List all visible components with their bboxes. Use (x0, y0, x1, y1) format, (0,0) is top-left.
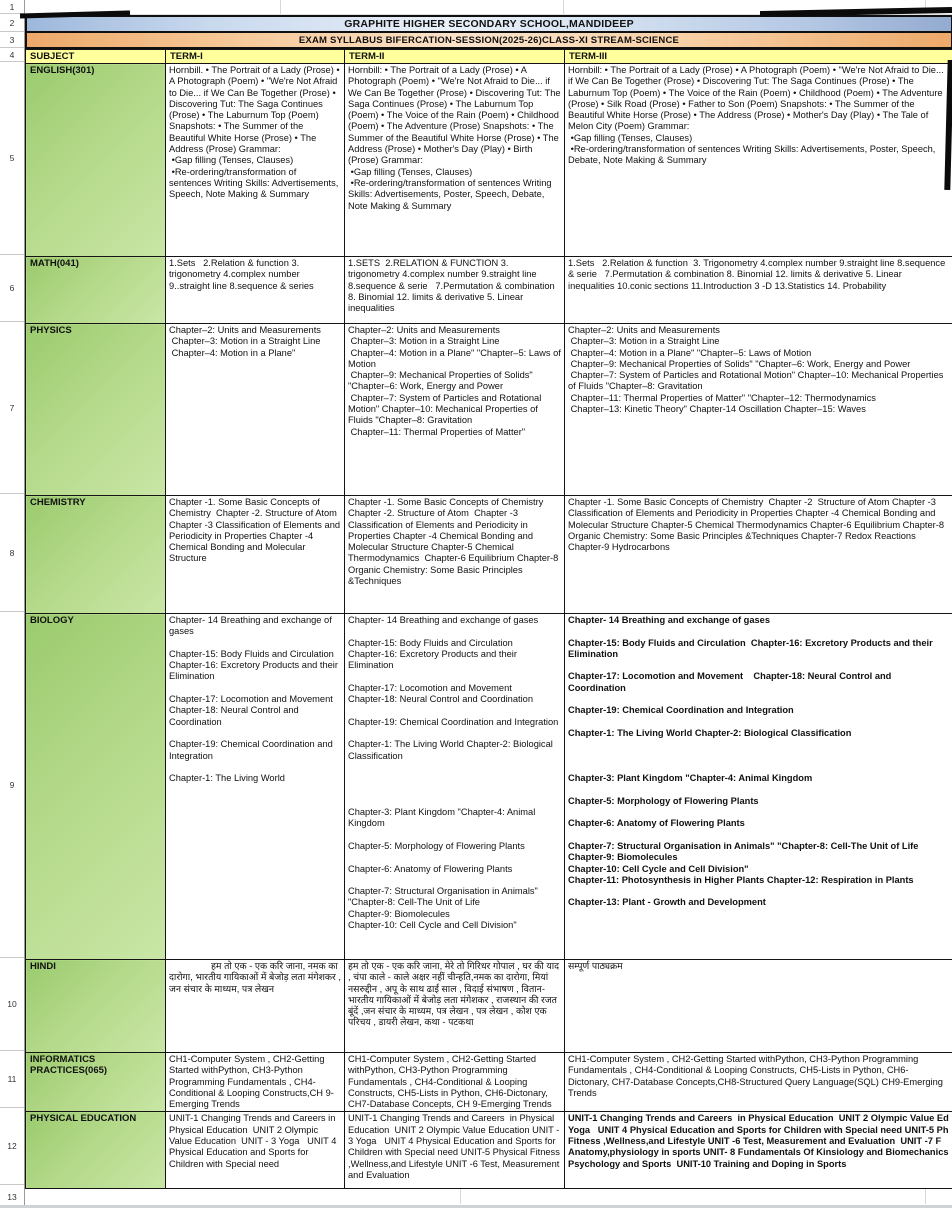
row-number-gutter: 1 2 3 4 5 6 7 8 9 10 11 12 13 (0, 0, 25, 1208)
cell-hindi-term2[interactable]: हम तो एक - एक करि जाना, मेरे तो गिरिधर ग… (344, 959, 565, 1053)
cell-hindi-term1[interactable]: हम तो एक - एक करि जाना, नमक का दारोगा, भ… (165, 959, 345, 1053)
subject-cell-physics[interactable]: PHYSICS (25, 323, 166, 496)
cell-english-term1[interactable]: Hornbill. • The Portrait of a Lady (Pros… (165, 63, 345, 257)
subject-cell-english[interactable]: ENGLISH(301) (25, 63, 166, 257)
subject-cell-chemistry[interactable]: CHEMISTRY (25, 495, 166, 614)
cell-chemistry-term1[interactable]: Chapter -1. Some Basic Concepts of Chemi… (165, 495, 345, 614)
gridline (280, 0, 281, 14)
cell-physical-education-term3[interactable]: UNIT-1 Changing Trends and Careers in Ph… (564, 1111, 952, 1190)
table-row-physical-education: PHYSICAL EDUCATION UNIT-1 Changing Trend… (25, 1111, 952, 1190)
header-row: SUBJECT TERM-I TERM-II TERM-III (25, 49, 952, 64)
exam-title-banner[interactable]: EXAM SYLLABUS BIFERCATION-SESSION(2025-2… (25, 33, 952, 49)
table-row-chemistry: CHEMISTRY Chapter -1. Some Basic Concept… (25, 495, 952, 614)
subject-cell-biology[interactable]: BIOLOGY (25, 613, 166, 960)
table-row-informatics: INFORMATICS PRACTICES(065) CH1-Computer … (25, 1051, 952, 1113)
header-term1[interactable]: TERM-I (165, 49, 345, 64)
subject-cell-hindi[interactable]: HINDI (25, 959, 166, 1053)
cell-biology-term3[interactable]: Chapter- 14 Breathing and exchange of ga… (564, 613, 952, 960)
cell-physical-education-term1[interactable]: UNIT-1 Changing Trends and Careers in Ph… (165, 1111, 345, 1190)
row-number[interactable]: 9 (0, 612, 24, 958)
cell-informatics-term1[interactable]: CH1-Computer System , CH2-Getting Starte… (165, 1051, 345, 1113)
cell-informatics-term3[interactable]: CH1-Computer System , CH2-Getting Starte… (564, 1051, 952, 1113)
cell-physics-term3[interactable]: Chapter–2: Units and Measurements Chapte… (564, 323, 952, 496)
cell-math-term1[interactable]: 1.Sets 2.Relation & function 3. trigonom… (165, 256, 345, 324)
cell-english-term2[interactable]: Hornbill: • The Portrait of a Lady (Pros… (344, 63, 565, 257)
row-number[interactable]: 11 (0, 1051, 24, 1108)
row-number[interactable]: 10 (0, 958, 24, 1051)
bottom-empty-area (0, 1189, 952, 1208)
subject-cell-math[interactable]: MATH(041) (25, 256, 166, 324)
table-row-biology: BIOLOGY Chapter- 14 Breathing and exchan… (25, 613, 952, 960)
cell-hindi-term3[interactable]: सम्पूर्ण पाठ्यक्रम (564, 959, 952, 1053)
cell-biology-term2[interactable]: Chapter- 14 Breathing and exchange of ga… (344, 613, 565, 960)
cell-physics-term1[interactable]: Chapter–2: Units and Measurements Chapte… (165, 323, 345, 496)
subject-cell-informatics[interactable]: INFORMATICS PRACTICES(065) (25, 1051, 166, 1113)
row-number[interactable]: 8 (0, 494, 24, 612)
cell-math-term3[interactable]: 1.Sets 2.Relation & function 3. Trigonom… (564, 256, 952, 324)
table-row-physics: PHYSICS Chapter–2: Units and Measurement… (25, 323, 952, 496)
row-number[interactable]: 1 (0, 0, 24, 14)
table-row-math: MATH(041) 1.Sets 2.Relation & function 3… (25, 256, 952, 324)
subject-cell-physical-education[interactable]: PHYSICAL EDUCATION (25, 1111, 166, 1190)
row-number[interactable]: 13 (7, 1191, 17, 1202)
table-row-english: ENGLISH(301) Hornbill. • The Portrait of… (25, 63, 952, 257)
cell-math-term2[interactable]: 1.SETS 2.RELATION & FUNCTION 3. trigonom… (344, 256, 565, 324)
cell-physical-education-term2[interactable]: UNIT-1 Changing Trends and Careers in Ph… (344, 1111, 565, 1190)
row-number[interactable]: 12 (0, 1108, 24, 1185)
row-number[interactable]: 5 (0, 62, 24, 255)
cell-biology-term1[interactable]: Chapter- 14 Breathing and exchange of ga… (165, 613, 345, 960)
row-number[interactable]: 4 (0, 48, 24, 62)
header-term2[interactable]: TERM-II (344, 49, 565, 64)
table-row-hindi: HINDI हम तो एक - एक करि जाना, नमक का दार… (25, 959, 952, 1053)
header-term3[interactable]: TERM-III (564, 49, 952, 64)
cell-informatics-term2[interactable]: CH1-Computer System , CH2-Getting Starte… (344, 1051, 565, 1113)
cell-chemistry-term2[interactable]: Chapter -1. Some Basic Concepts of Chemi… (344, 495, 565, 614)
gridline (563, 0, 564, 14)
bottom-band (0, 1205, 952, 1208)
row-number[interactable]: 3 (0, 32, 24, 48)
cell-english-term3[interactable]: Hornbill: • The Portrait of a Lady (Pros… (564, 63, 952, 257)
school-title-banner[interactable]: GRAPHITE HIGHER SECONDARY SCHOOL,MANDIDE… (25, 15, 952, 33)
gridline (925, 1189, 926, 1205)
cell-physics-term2[interactable]: Chapter–2: Units and Measurements Chapte… (344, 323, 565, 496)
row-number[interactable]: 7 (0, 322, 24, 494)
header-subject[interactable]: SUBJECT (25, 49, 166, 64)
cell-chemistry-term3[interactable]: Chapter -1. Some Basic Concepts of Chemi… (564, 495, 952, 614)
row-number[interactable]: 2 (0, 14, 24, 32)
gridline (460, 1189, 461, 1205)
syllabus-table: SUBJECT TERM-I TERM-II TERM-III ENGLISH(… (25, 49, 952, 1190)
row-number[interactable]: 6 (0, 255, 24, 322)
